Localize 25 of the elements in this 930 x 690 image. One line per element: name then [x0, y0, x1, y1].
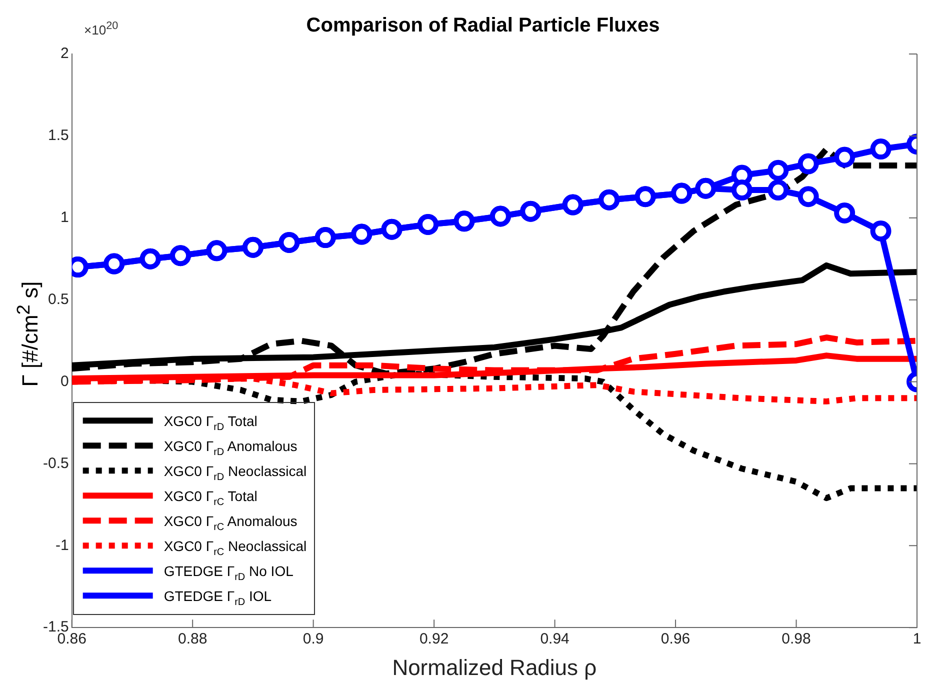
y-tick-label: -0.5 — [42, 454, 69, 472]
legend-label: GTEDGE Γ$_{rD}$ No IOL — [164, 562, 294, 584]
x-axis-title: Normalized Radius ρ — [392, 654, 597, 680]
text: ×10$^{20}$ — [84, 20, 118, 38]
y-tick-label: 2 — [60, 45, 69, 62]
legend-label: XGC0 Γ$_{rC}$ Neoclassical — [164, 536, 307, 560]
x-tick-label: 0.9 — [302, 630, 324, 648]
legend-label: XGC0 Γ$_{rD}$ Total — [164, 412, 258, 434]
x-tick-label: 1 — [912, 630, 922, 648]
y-tick-label: -1 — [56, 536, 69, 554]
legend-label: XGC0 Γ$_{rD}$ Anomalous — [164, 436, 298, 460]
x-tick-label: 0.98 — [782, 630, 811, 648]
legend-label: XGC0 Γ$_{rD}$ Neoclassical — [164, 462, 307, 484]
y-tick-label: 1 — [60, 209, 69, 226]
y-tick-label: 1.5 — [48, 127, 69, 144]
legend-label: XGC0 Γ$_{rC}$ Total — [164, 486, 258, 510]
x-tick-label: 0.88 — [178, 630, 208, 648]
chart-title: Comparison of Radial Particle Fluxes — [306, 14, 660, 37]
y-tick-label: 0 — [60, 372, 69, 390]
legend-label: XGC0 Γ$_{rC}$ Anomalous — [164, 512, 298, 534]
x-tick-label: 0.96 — [660, 630, 690, 648]
x-tick-label: 0.92 — [419, 630, 449, 648]
x-tick-label: 0.94 — [540, 630, 570, 648]
legend-label: GTEDGE Γ$_{rD}$ IOL — [164, 586, 272, 610]
y-tick-label: 0.5 — [48, 290, 69, 308]
